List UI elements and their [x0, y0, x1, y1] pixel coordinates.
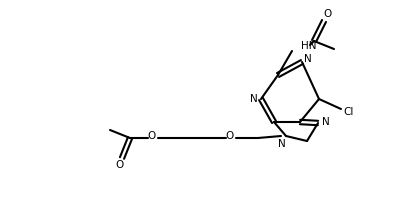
Text: O: O	[226, 131, 234, 141]
Text: HN: HN	[301, 41, 316, 51]
Text: O: O	[323, 9, 331, 19]
Text: O: O	[148, 131, 156, 141]
Text: N: N	[250, 94, 258, 104]
Text: N: N	[322, 117, 330, 127]
Text: N: N	[304, 54, 312, 64]
Text: O: O	[115, 160, 123, 170]
Text: Cl: Cl	[344, 107, 354, 117]
Text: N: N	[278, 139, 286, 149]
